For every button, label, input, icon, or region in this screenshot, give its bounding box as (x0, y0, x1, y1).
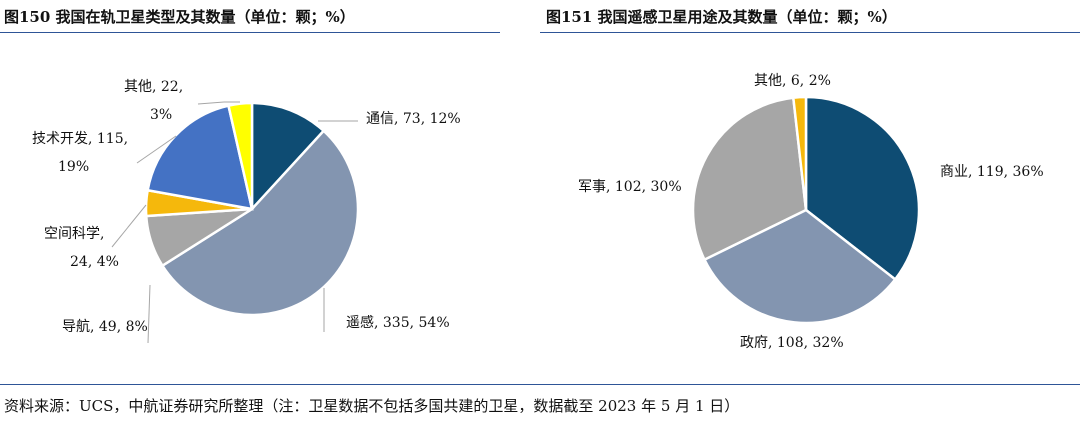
fig150-data-label-0: 通信, 73, 12% (366, 111, 461, 127)
fig151-data-label-2: 军事, 102, 30% (578, 179, 682, 195)
fig151-slice-2 (691, 96, 808, 262)
fig151-slice-3 (791, 95, 808, 211)
fig150-slice-5 (226, 101, 254, 210)
figure-151-title: 图151 我国遥感卫星用途及其数量（单位：颗；%） (546, 8, 897, 26)
fig151-data-label-3: 其他, 6, 2% (754, 73, 831, 89)
pie-chart-satellite-types: 通信, 73, 12% 遥感, 335, 54% 导航, 49, 8% 空间科学, 24… (32, 79, 461, 344)
fig150-leader-line-4 (136, 135, 177, 164)
fig150-data-label-4: 技术开发, 115, 19% (32, 131, 128, 175)
source-note: 资料来源：UCS，中航证券研究所整理（注：卫星数据不包括多国共建的卫星，数据截至… (4, 397, 740, 415)
fig151-data-label-0: 商业, 119, 36% (940, 164, 1044, 180)
fig150-leader-line-5 (197, 101, 240, 105)
fig151-slice-0 (804, 95, 921, 282)
fig151-data-label-1: 政府, 108, 32% (740, 335, 844, 351)
fig150-slice-0 (250, 101, 326, 213)
source-rule (0, 384, 1080, 385)
fig150-leader-line-2 (147, 284, 151, 344)
pie-chart-remote-sensing-usage: 商业, 119, 36% 政府, 108, 32% 军事, 102, 30% 其他, … (578, 73, 1044, 351)
figure-151-title-rule (540, 32, 1080, 33)
fig150-data-label-3: 空间科学, 24, 4% (44, 226, 119, 270)
fig150-leader-line-3 (111, 204, 147, 248)
figure-150-title: 图150 我国在轨卫星类型及其数量（单位：颗；%） (4, 8, 355, 26)
figure-150-title-rule (0, 32, 500, 33)
fig151-slice-1 (702, 208, 897, 325)
fig150-data-label-1: 遥感, 335, 54% (346, 314, 450, 331)
fig150-data-label-5: 其他, 22, 3% (124, 79, 183, 123)
fig150-data-label-2: 导航, 49, 8% (62, 319, 148, 335)
fig150-slice-1 (160, 129, 360, 317)
